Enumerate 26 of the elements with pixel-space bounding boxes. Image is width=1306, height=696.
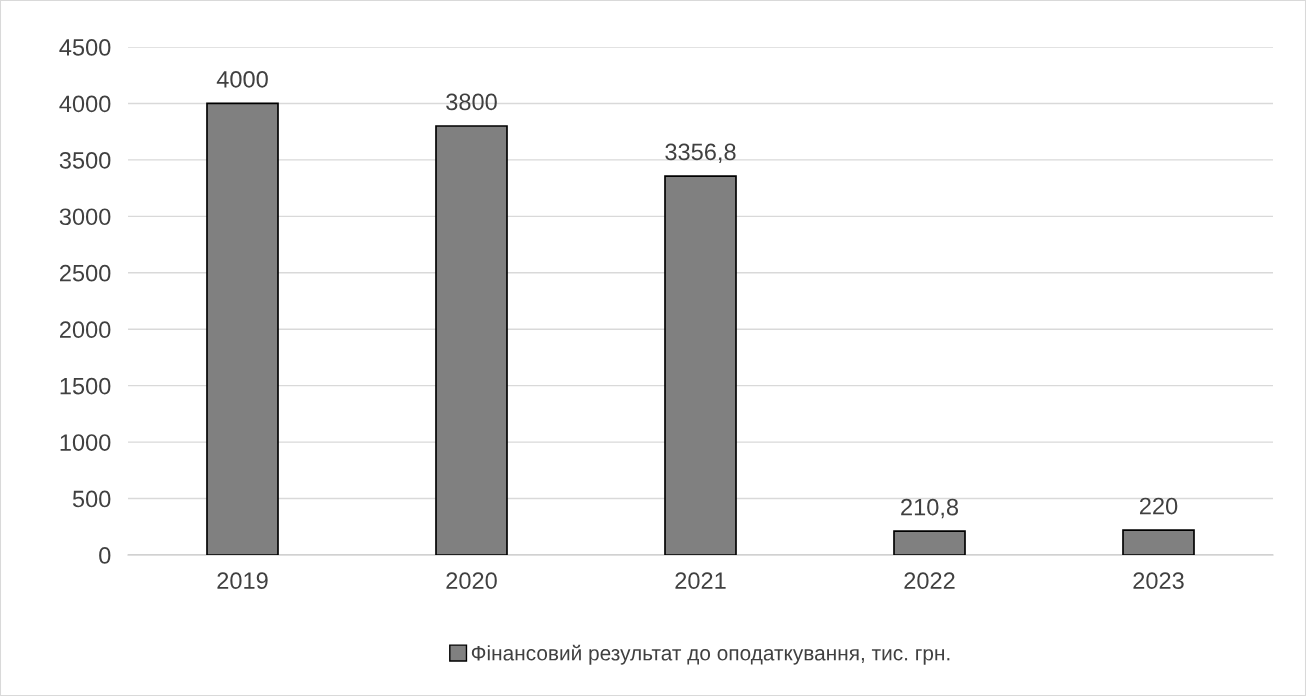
bar [893, 530, 966, 555]
y-tick-label: 4000 [59, 95, 111, 113]
y-tick-label: 3500 [59, 151, 111, 169]
y-tick-label: 4500 [59, 39, 111, 56]
x-tick-label: 2023 [1133, 572, 1184, 590]
y-tick-label: 3000 [59, 208, 111, 226]
y-tick-label: 1000 [60, 434, 111, 451]
y-tick-label: 500 [72, 490, 111, 508]
bar [435, 125, 508, 555]
bar [664, 175, 737, 555]
x-tick-label: 2020 [446, 572, 497, 590]
y-tick-label: 1500 [60, 377, 111, 395]
y-tick-label: 2500 [60, 264, 111, 282]
text: 3356,8 [665, 143, 736, 164]
text: 3800 [446, 93, 497, 111]
x-tick-label: 2022 [904, 572, 955, 590]
y-tick-label: 2000 [60, 321, 111, 339]
legend-label: Фінансовий результат до оподаткування, тис. грн. [471, 644, 950, 665]
bar [1122, 529, 1195, 555]
text: 4000 [216, 70, 268, 88]
x-tick-label: 2021 [675, 572, 726, 590]
bar [206, 102, 279, 555]
text: 210,8 [901, 498, 959, 519]
text: 220 [1139, 497, 1178, 515]
x-tick-label: 2019 [217, 572, 268, 590]
y-tick-label: 0 [99, 547, 111, 564]
